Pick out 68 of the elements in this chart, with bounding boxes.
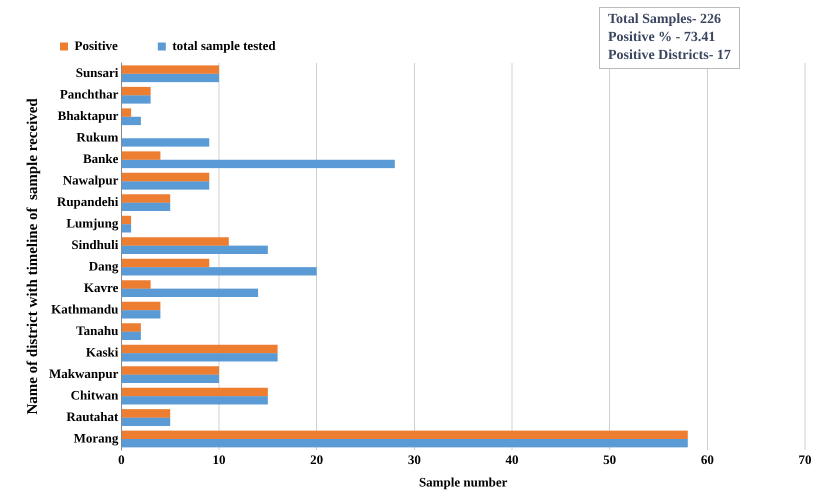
bar <box>122 302 160 310</box>
y-tick-label: Tanahu <box>76 322 118 338</box>
y-axis-title: Name of district with timeline of sample received <box>24 98 41 415</box>
bar <box>122 246 268 254</box>
x-tick-label: 60 <box>700 452 714 467</box>
y-tick-label: Kavre <box>84 280 119 295</box>
bar <box>122 160 395 168</box>
x-tick-label: 20 <box>310 452 324 467</box>
bar <box>122 216 132 224</box>
bar <box>122 396 268 404</box>
bar <box>122 280 151 289</box>
y-tick-label: Sindhuli <box>71 237 119 252</box>
y-tick-label: Morang <box>74 430 119 446</box>
y-tick-label: Makwanpur <box>48 366 119 381</box>
bar <box>122 95 151 104</box>
y-tick-label: Bhaktapur <box>58 108 119 124</box>
x-tick-label: 50 <box>603 452 616 467</box>
bar <box>122 181 210 190</box>
y-tick-label: Rukum <box>76 130 119 145</box>
bar <box>122 138 210 147</box>
bar <box>122 418 170 426</box>
bar <box>122 237 229 246</box>
text: Positive % - 73.41 <box>608 29 716 47</box>
x-tick-label: 30 <box>408 452 421 467</box>
y-tick-label: Rautahat <box>66 408 120 424</box>
y-tick-label: Chitwan <box>70 387 120 402</box>
x-axis-title: Sample number <box>418 474 508 490</box>
bar <box>122 224 132 233</box>
bar <box>122 116 141 126</box>
x-tick-label: 10 <box>212 452 226 467</box>
y-tick-label: Sunsari <box>76 65 119 80</box>
bar <box>122 202 170 212</box>
y-tick-label: Banke <box>82 151 119 166</box>
bar <box>122 353 278 362</box>
bar <box>122 332 141 340</box>
bar <box>122 288 258 298</box>
bar <box>122 344 278 354</box>
bar <box>122 267 317 276</box>
y-tick-label: Lumjung <box>66 216 119 231</box>
y-tick-label: Kaski <box>86 344 119 360</box>
bar <box>122 108 132 117</box>
bar <box>122 172 210 182</box>
y-tick-label: Dang <box>88 258 119 274</box>
bar <box>122 310 160 319</box>
legend-label: total sample tested <box>172 38 276 53</box>
bar <box>122 151 160 160</box>
bar <box>122 374 220 383</box>
y-tick-label: Rupandehi <box>56 194 119 210</box>
legend-label: Positive <box>74 38 118 53</box>
x-tick-label: 40 <box>506 452 519 467</box>
bar <box>122 409 170 418</box>
bar <box>122 74 220 82</box>
text: Total Samples- 226 <box>608 11 722 29</box>
annotation: Positive Districts- 17 <box>608 47 731 65</box>
bar <box>122 258 210 268</box>
x-tick-label: 0 <box>118 452 125 467</box>
x-tick-label: 70 <box>798 452 812 467</box>
bar <box>122 194 170 203</box>
bar <box>122 65 220 74</box>
bar <box>122 366 220 375</box>
bar <box>122 323 141 332</box>
bar <box>122 439 688 448</box>
bar <box>122 430 688 440</box>
bar <box>122 388 268 396</box>
y-tick-label: Nawalpur <box>62 172 119 188</box>
y-tick-label: Kathmandu <box>51 301 118 316</box>
bar <box>122 86 151 96</box>
y-tick-label: Panchthar <box>60 86 119 102</box>
